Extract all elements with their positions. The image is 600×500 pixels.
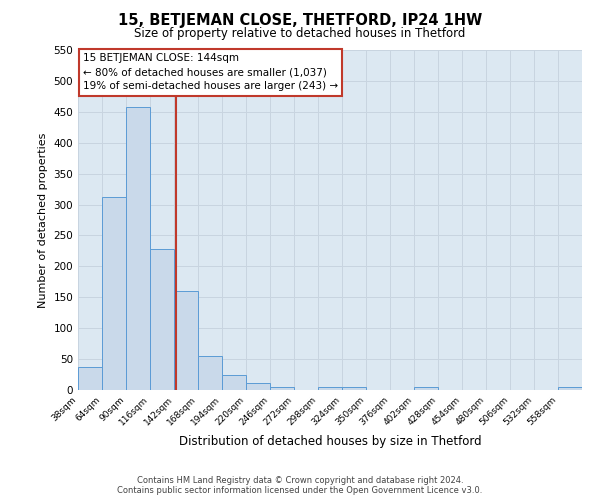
Bar <box>102 197 126 390</box>
Text: 15, BETJEMAN CLOSE, THETFORD, IP24 1HW: 15, BETJEMAN CLOSE, THETFORD, IP24 1HW <box>118 12 482 28</box>
Bar <box>150 249 174 390</box>
Text: Size of property relative to detached houses in Thetford: Size of property relative to detached ho… <box>134 28 466 40</box>
Bar <box>246 382 270 390</box>
Text: Contains HM Land Registry data © Crown copyright and database right 2024.
Contai: Contains HM Land Registry data © Crown c… <box>118 476 482 495</box>
Bar <box>270 387 294 390</box>
Bar <box>78 366 102 390</box>
Bar <box>558 387 582 390</box>
Y-axis label: Number of detached properties: Number of detached properties <box>38 132 48 308</box>
Bar <box>198 356 222 390</box>
Bar <box>222 374 246 390</box>
Bar <box>126 107 150 390</box>
Bar <box>318 387 342 390</box>
Text: 15 BETJEMAN CLOSE: 144sqm
← 80% of detached houses are smaller (1,037)
19% of se: 15 BETJEMAN CLOSE: 144sqm ← 80% of detac… <box>83 54 338 92</box>
Bar <box>414 387 438 390</box>
Bar <box>174 291 198 390</box>
X-axis label: Distribution of detached houses by size in Thetford: Distribution of detached houses by size … <box>179 436 481 448</box>
Bar <box>342 387 366 390</box>
